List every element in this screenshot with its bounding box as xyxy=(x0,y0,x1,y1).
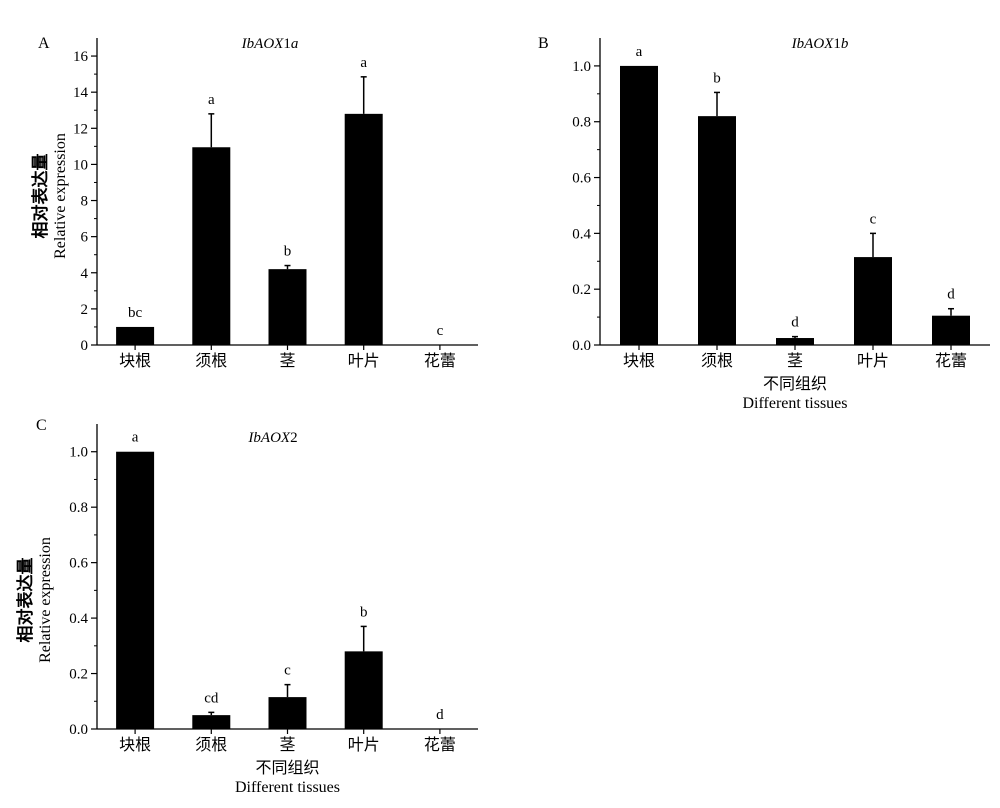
panel-c-x-label-zh: 不同组织 xyxy=(255,758,319,777)
panel-c-y-tick-label: 0.6 xyxy=(69,556,88,572)
panel-b-letter: B xyxy=(538,35,549,52)
panel-b-x-label-zh: 不同组织 xyxy=(763,374,827,393)
panel-a-y-tick-label: 8 xyxy=(81,194,89,210)
panel-a-significance-label: bc xyxy=(128,305,143,321)
panel-b-significance-label: b xyxy=(713,70,721,86)
panel-c: C IbAOX2 0.0 0.2 0.4 0.6 0.8 1.0 a 块根 cd 须根 c 茎 b 叶片 d 花蕾… xyxy=(15,417,478,796)
panel-c-y-tick-label: 0.0 xyxy=(69,722,88,738)
panel-a-y-tick-label: 10 xyxy=(73,157,88,173)
panel-a-y-label-zh: 相对表达量 xyxy=(30,154,51,239)
panel-b-bar xyxy=(932,315,970,345)
panel-b-category-label: 花蕾 xyxy=(935,351,967,370)
panel-a-y-tick-label: 16 xyxy=(73,49,89,65)
panel-c-significance-label: a xyxy=(132,430,139,446)
panel-c-y-tick-label: 0.2 xyxy=(69,667,88,683)
panel-b-category-label: 茎 xyxy=(787,351,803,370)
panel-a-y-tick-label: 2 xyxy=(81,302,89,318)
panel-a-significance-label: b xyxy=(284,244,292,260)
panel-a-significance-label: c xyxy=(437,323,444,339)
panel-b-y-tick-label: 0.6 xyxy=(572,171,591,187)
panel-c-y-tick-label: 0.8 xyxy=(69,500,88,516)
panel-b-category-label: 叶片 xyxy=(857,351,889,370)
panel-a-significance-label: a xyxy=(360,55,367,71)
panel-c-title: IbAOX2 xyxy=(247,430,297,446)
panel-b-significance-label: a xyxy=(636,44,643,60)
panel-b-bar xyxy=(854,257,892,345)
panel-a-bar xyxy=(192,147,231,345)
panel-a-y-tick-label: 6 xyxy=(81,230,89,246)
panel-c-bar xyxy=(344,651,383,729)
panel-c-y-label-zh: 相对表达量 xyxy=(15,558,36,643)
panel-b-bar xyxy=(698,116,736,346)
panel-b-category-label: 须根 xyxy=(701,351,733,370)
panel-c-bar xyxy=(192,715,231,729)
panel-c-category-label: 须根 xyxy=(195,735,227,754)
panel-c-y-tick-label: 1.0 xyxy=(69,445,88,461)
panel-a-category-label: 须根 xyxy=(195,351,227,370)
panel-a-y-label-en: Relative expression xyxy=(52,133,69,259)
panel-c-significance-label: d xyxy=(436,707,444,723)
panel-b-y-tick-label: 0.0 xyxy=(572,338,591,354)
panel-b-bar xyxy=(776,338,814,345)
panel-a-y-tick-label: 14 xyxy=(73,85,89,101)
panel-b-y-tick-label: 1.0 xyxy=(572,59,591,75)
panel-a-y-tick-label: 4 xyxy=(81,266,89,282)
panel-b: B IbAOX1b 0.0 0.2 0.4 0.6 0.8 1.0 a 块根 b 须根 d 茎 c 叶片 d 花蕾… xyxy=(538,35,990,412)
panel-a-category-label: 茎 xyxy=(279,351,295,370)
panel-a-category-label: 叶片 xyxy=(348,351,380,370)
panel-c-bar xyxy=(116,451,155,729)
panel-b-x-label-en: Different tissues xyxy=(742,395,847,412)
panel-a-y-tick-label: 0 xyxy=(81,338,89,354)
panel-c-x-label-en: Different tissues xyxy=(235,779,340,796)
panel-a-bar xyxy=(116,326,155,345)
panel-c-significance-label: cd xyxy=(204,690,219,706)
panel-b-y-tick-label: 0.2 xyxy=(572,282,591,298)
panel-a-category-label: 块根 xyxy=(119,351,151,370)
panel-b-bar xyxy=(620,65,658,345)
panel-a: A IbAOX1a 0 2 4 6 8 10 12 14 16 bc 块根 a 须根 b 茎 a 叶片 c 花蕾 相对表达… xyxy=(30,35,478,370)
panel-c-category-label: 叶片 xyxy=(348,735,380,754)
panel-c-letter: C xyxy=(36,417,47,434)
panel-b-category-label: 块根 xyxy=(623,351,655,370)
panel-c-significance-label: b xyxy=(360,604,368,620)
panel-c-bar xyxy=(268,697,307,729)
panel-a-title: IbAOX1a xyxy=(241,36,299,52)
panel-c-y-label-en: Relative expression xyxy=(37,537,54,663)
panel-c-significance-label: c xyxy=(284,663,291,679)
panel-b-y-tick-label: 0.4 xyxy=(572,226,591,242)
panel-b-significance-label: d xyxy=(947,287,955,303)
panel-b-significance-label: d xyxy=(791,315,799,331)
panel-a-letter: A xyxy=(38,35,50,52)
panel-b-significance-label: c xyxy=(870,211,877,227)
panel-c-category-label: 茎 xyxy=(279,735,295,754)
panel-a-bar xyxy=(344,113,383,345)
panel-c-y-tick-label: 0.4 xyxy=(69,611,88,627)
panel-a-bar xyxy=(268,269,307,345)
panel-a-category-label: 花蕾 xyxy=(424,351,456,370)
panel-b-y-tick-label: 0.8 xyxy=(572,115,591,131)
panel-c-category-label: 块根 xyxy=(119,735,151,754)
panel-b-title: IbAOX1b xyxy=(791,36,849,52)
panel-c-category-label: 花蕾 xyxy=(424,735,456,754)
panel-a-y-tick-label: 12 xyxy=(73,121,88,137)
panel-a-significance-label: a xyxy=(208,92,215,108)
